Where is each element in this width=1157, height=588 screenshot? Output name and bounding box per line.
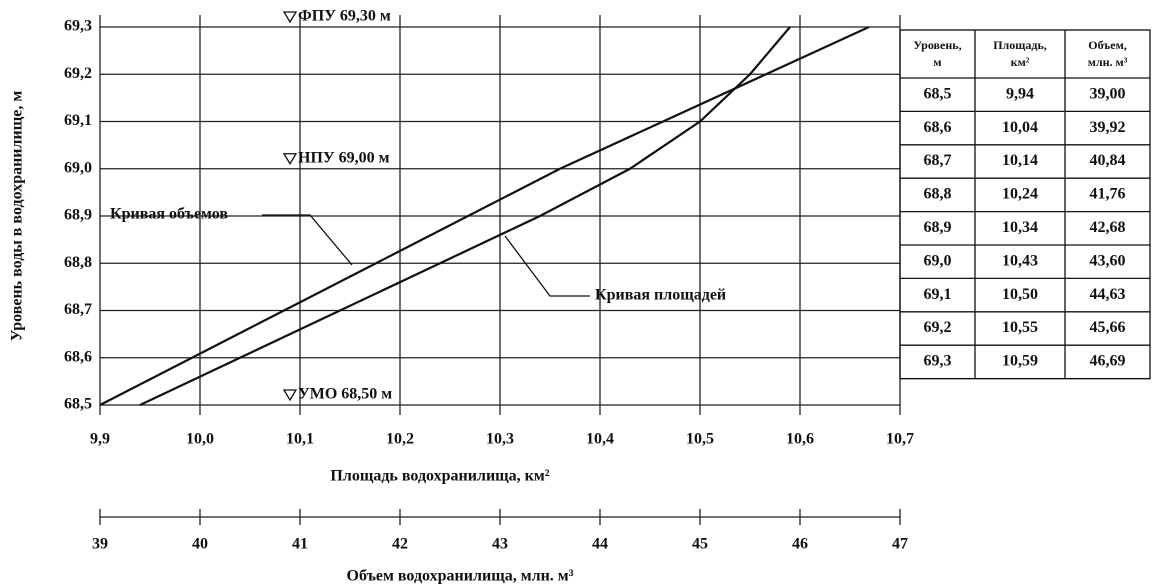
level-marker bbox=[282, 389, 298, 402]
x2-tick-label: 45 bbox=[692, 536, 708, 553]
level-marker bbox=[282, 11, 298, 24]
annotation: УМО 68,50 м bbox=[298, 386, 392, 403]
table-cell: 41,76 bbox=[1090, 186, 1126, 203]
y-tick-label: 68,9 bbox=[64, 207, 92, 224]
y-axis-label: Уровень воды в водохранилище, м bbox=[9, 91, 26, 342]
table-cell: 10,43 bbox=[1002, 252, 1038, 269]
table-cell: 44,63 bbox=[1090, 286, 1126, 303]
x2-tick-label: 39 bbox=[92, 536, 108, 553]
y-tick-label: 68,6 bbox=[64, 348, 92, 365]
x2-tick-label: 44 bbox=[592, 536, 608, 553]
leader-line bbox=[262, 214, 353, 266]
y-tick-label: 68,8 bbox=[64, 254, 92, 271]
table-cell: 69,2 bbox=[924, 319, 952, 336]
table-header: Уровень, bbox=[913, 38, 961, 52]
table-header: м bbox=[933, 55, 941, 69]
legend-label: Кривая площадей bbox=[595, 287, 726, 304]
table-cell: 69,1 bbox=[924, 286, 952, 303]
table-cell: 68,8 bbox=[924, 186, 952, 203]
table-cell: 10,59 bbox=[1002, 353, 1038, 370]
x2-tick-label: 46 bbox=[792, 536, 808, 553]
table-cell: 68,5 bbox=[924, 85, 952, 102]
x-tick-label: 10,2 bbox=[386, 431, 414, 448]
table-cell: 10,50 bbox=[1002, 286, 1038, 303]
y-tick-label: 69,2 bbox=[64, 65, 92, 82]
table-cell: 46,69 bbox=[1090, 353, 1126, 370]
x-tick-label: 10,6 bbox=[786, 431, 814, 448]
table-header: Объем, bbox=[1088, 38, 1127, 52]
x-tick-label: 10,4 bbox=[586, 431, 614, 448]
x-tick-label: 10,5 bbox=[686, 431, 714, 448]
y-tick-label: 68,5 bbox=[64, 396, 92, 413]
x2-tick-label: 42 bbox=[392, 536, 408, 553]
x-tick-label: 9,9 bbox=[90, 431, 110, 448]
x-tick-label: 10,0 bbox=[186, 431, 214, 448]
x-tick-label: 10,7 bbox=[886, 431, 914, 448]
x2-tick-label: 41 bbox=[292, 536, 308, 553]
x-tick-label: 10,3 bbox=[486, 431, 514, 448]
x-tick-label: 10,1 bbox=[286, 431, 314, 448]
table-cell: 39,92 bbox=[1090, 119, 1126, 136]
table-cell: 40,84 bbox=[1090, 152, 1126, 169]
table-cell: 69,3 bbox=[924, 353, 952, 370]
table-cell: 9,94 bbox=[1006, 85, 1034, 102]
table-cell: 68,7 bbox=[924, 152, 952, 169]
y-tick-label: 68,7 bbox=[64, 301, 92, 318]
annotation: НПУ 69,00 м bbox=[298, 149, 390, 166]
table-header: Площадь, bbox=[993, 38, 1047, 52]
x-axis-label: Площадь водохранилища, км² bbox=[330, 468, 549, 485]
table-cell: 10,55 bbox=[1002, 319, 1038, 336]
series-line bbox=[99, 26, 870, 406]
y-tick-label: 69,1 bbox=[64, 112, 92, 129]
leader-line bbox=[504, 235, 590, 297]
x2-tick-label: 40 bbox=[192, 536, 208, 553]
legend-label: Кривая объемов bbox=[110, 206, 228, 223]
table-cell: 43,60 bbox=[1090, 252, 1126, 269]
table-cell: 42,68 bbox=[1090, 219, 1126, 236]
table-cell: 10,04 bbox=[1002, 119, 1038, 136]
table-cell: 39,00 bbox=[1090, 85, 1126, 102]
x2-tick-label: 47 bbox=[892, 536, 908, 553]
table-header: млн. м³ bbox=[1088, 55, 1128, 69]
table-cell: 10,24 bbox=[1002, 186, 1038, 203]
table-cell: 10,14 bbox=[1002, 152, 1038, 169]
table-header: км² bbox=[1011, 55, 1030, 69]
table-cell: 10,34 bbox=[1002, 219, 1038, 236]
level-marker bbox=[282, 153, 298, 166]
table-cell: 69,0 bbox=[924, 252, 952, 269]
table-cell: 45,66 bbox=[1090, 319, 1126, 336]
annotation: ФПУ 69,30 м bbox=[298, 8, 391, 25]
x2-tick-label: 43 bbox=[492, 536, 508, 553]
x2-axis-label: Объем водохранилища, млн. м³ bbox=[347, 568, 574, 585]
y-tick-label: 69,0 bbox=[64, 159, 92, 176]
table-cell: 68,9 bbox=[924, 219, 952, 236]
table-cell: 68,6 bbox=[924, 119, 952, 136]
y-tick-label: 69,3 bbox=[64, 18, 92, 35]
